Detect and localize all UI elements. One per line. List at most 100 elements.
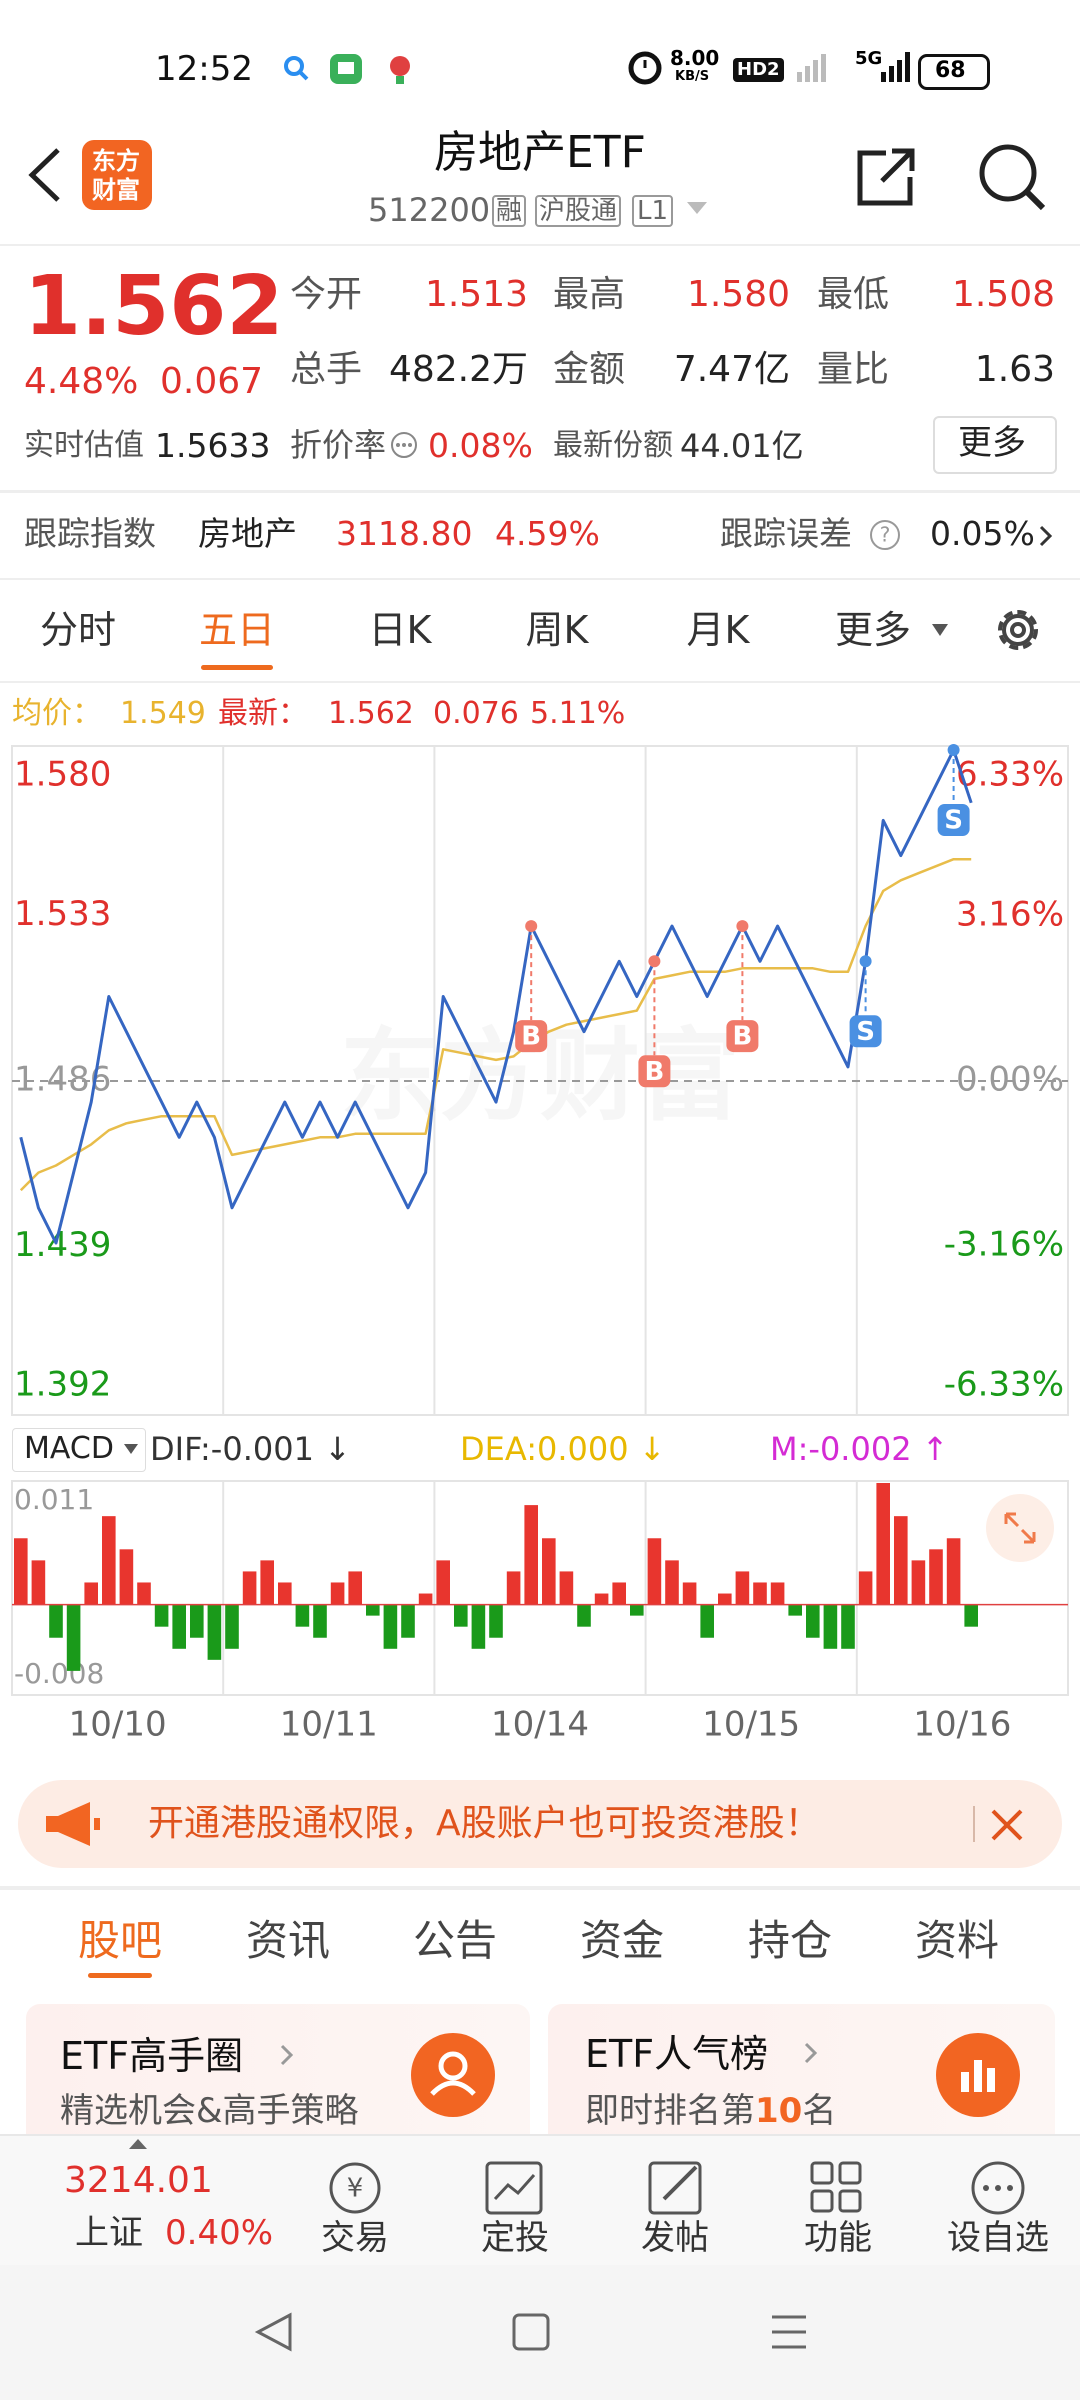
y-tick-label: 1.392 xyxy=(14,1365,111,1405)
tracking-index-value: 3118.80 xyxy=(336,514,473,553)
content-tab[interactable]: 资金 xyxy=(579,1916,664,1965)
content-tab[interactable]: 持仓 xyxy=(747,1916,832,1965)
nav-menu[interactable] xyxy=(772,2315,806,2349)
trade-point xyxy=(648,955,661,968)
close-button[interactable] xyxy=(990,1808,1024,1842)
content-tab[interactable]: 股吧 xyxy=(77,1916,162,1965)
dropdown-icon[interactable] xyxy=(685,198,711,218)
macd-bar xyxy=(31,1560,46,1605)
bottom-item[interactable]: 发帖 xyxy=(641,2218,709,2258)
bottom-item[interactable]: 交易 xyxy=(321,2218,389,2258)
stock-code: 512200 xyxy=(368,191,491,229)
chart-tab[interactable]: 五日 xyxy=(198,608,275,652)
more-button-label[interactable]: 更多 xyxy=(958,423,1026,463)
latest-label: 最新： xyxy=(218,696,308,731)
macd-bar xyxy=(366,1604,380,1616)
chevron[interactable] xyxy=(1036,523,1056,549)
macd-bar xyxy=(207,1604,222,1660)
divider xyxy=(0,578,1080,580)
macd-bar xyxy=(770,1582,785,1605)
macd-bar xyxy=(401,1604,415,1638)
macd-bar xyxy=(225,1604,239,1649)
chart-tab[interactable]: 周K xyxy=(525,608,589,652)
y-tick-label: 1.580 xyxy=(14,755,111,795)
nav-bar xyxy=(0,2265,1080,2400)
macd-bar xyxy=(172,1604,186,1649)
shares-label: 最新份额 xyxy=(553,428,673,463)
macd-bar xyxy=(964,1604,978,1627)
macd-bar xyxy=(330,1582,345,1605)
index-change[interactable]: 0.40% xyxy=(165,2213,274,2253)
banner[interactable] xyxy=(18,1780,1062,1868)
trade-badge xyxy=(937,804,970,836)
content-tab[interactable]: 资料 xyxy=(914,1916,999,1965)
y-tick-label: 1.439 xyxy=(14,1225,111,1265)
tracking-label: 跟踪指数 xyxy=(24,514,156,553)
indicator-select[interactable] xyxy=(12,1428,146,1472)
divider xyxy=(0,681,1080,683)
macd-bar xyxy=(313,1604,327,1638)
macd-bar xyxy=(682,1582,697,1605)
banner-text[interactable]: 开通港股通权限，A股账户也可投资港股！ xyxy=(148,1803,821,1844)
page-title: 房地产ETF xyxy=(434,127,646,178)
chart-tab[interactable]: 日K xyxy=(368,608,432,652)
svg-text:¥: ¥ xyxy=(347,2174,364,2204)
bottom-item[interactable]: 设自选 xyxy=(947,2218,1049,2258)
trade-label: S xyxy=(944,806,963,836)
macd-bar xyxy=(454,1604,468,1627)
card-title[interactable]: ETF人气榜 xyxy=(585,2032,769,2076)
indicator-name[interactable]: MACD xyxy=(24,1431,114,1466)
macd-legend: DEA:0.000 ↓ xyxy=(460,1430,666,1468)
trade-point xyxy=(736,920,749,933)
macd-bar xyxy=(858,1571,873,1605)
macd-tick-label: 0.011 xyxy=(14,1483,94,1516)
card-subtitle: 即时排名第10名 xyxy=(585,2094,836,2128)
change-pct: 4.48% xyxy=(24,361,139,402)
card-subtitle: 精选机会&高手策略 xyxy=(60,2091,359,2131)
expand-button[interactable] xyxy=(986,1494,1054,1562)
latest-change: 0.076 xyxy=(433,696,519,731)
macd-bar xyxy=(190,1604,204,1638)
x-tick-label: 10/14 xyxy=(491,1705,589,1745)
index-name[interactable]: 上证 xyxy=(75,2213,143,2253)
chart-tab[interactable]: 月K xyxy=(686,608,750,652)
dropdown-icon[interactable] xyxy=(122,1442,140,1456)
macd-bar xyxy=(753,1582,767,1605)
macd-legend: M:-0.002 ↑ xyxy=(770,1430,949,1468)
stat-label: 总手 xyxy=(290,349,363,390)
help-icon[interactable]: ? xyxy=(868,518,902,552)
y2-tick-label: 0.00% xyxy=(956,1060,1064,1100)
macd-bar xyxy=(559,1571,574,1605)
macd-bar xyxy=(348,1571,362,1605)
card-subtitle-part: 即时排名第 xyxy=(585,2091,755,2131)
index-value[interactable]: 3214.01 xyxy=(64,2160,213,2201)
bottom-item[interactable]: 定投 xyxy=(481,2218,549,2258)
nav-home[interactable] xyxy=(512,2313,550,2351)
macd-bar xyxy=(137,1582,151,1605)
share-button[interactable] xyxy=(852,145,922,210)
macd-bar xyxy=(841,1604,855,1649)
bottom-item[interactable]: 功能 xyxy=(804,2218,872,2258)
x-tick-label: 10/11 xyxy=(280,1705,378,1745)
chart-tab[interactable]: 分时 xyxy=(39,608,116,652)
battery xyxy=(918,54,990,90)
dropdown-icon[interactable] xyxy=(930,622,950,638)
macd-tick-label: -0.008 xyxy=(14,1657,104,1690)
stat-label: 金额 xyxy=(553,349,626,390)
expand-icon[interactable] xyxy=(1004,1512,1036,1544)
content-tab[interactable]: 公告 xyxy=(412,1916,497,1965)
stat-label: 今开 xyxy=(290,274,363,315)
more-button[interactable] xyxy=(933,416,1057,474)
chart-tab[interactable]: 更多 xyxy=(834,608,911,652)
trade-label: B xyxy=(644,1057,664,1087)
content-tab[interactable]: 资讯 xyxy=(245,1916,330,1965)
card-title[interactable]: ETF高手圈 xyxy=(60,2034,244,2078)
info-icon[interactable] xyxy=(389,430,419,460)
nav-back[interactable] xyxy=(254,2312,292,2352)
divider xyxy=(0,490,1080,493)
stat-value: 482.2万 xyxy=(388,349,528,390)
back-button[interactable] xyxy=(20,145,70,205)
search-button[interactable] xyxy=(975,140,1050,215)
settings-button[interactable] xyxy=(990,602,1046,658)
